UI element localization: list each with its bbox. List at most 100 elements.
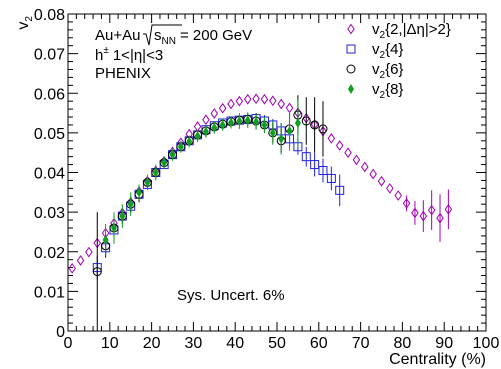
- data-point: [402, 198, 411, 209]
- x-tick-label: 60: [310, 335, 328, 352]
- data-point: [244, 115, 251, 126]
- data-point: [228, 117, 235, 128]
- legend-entry-rest: {6}: [385, 61, 403, 78]
- particle-label: h± 1<|η|<3: [95, 45, 163, 64]
- x-tick-label: 90: [435, 335, 453, 352]
- data-point: [152, 167, 159, 178]
- data-point: [286, 125, 293, 136]
- data-point: [361, 161, 369, 173]
- y-tick-label: 0.03: [34, 205, 65, 222]
- y-axis-title-sub: 2: [24, 16, 35, 22]
- data-point: [301, 152, 311, 162]
- data-point: [102, 234, 109, 245]
- y-tick-label: 0.02: [34, 245, 65, 262]
- data-point: [285, 102, 294, 114]
- legend-entry-main: v: [372, 41, 380, 58]
- data-point: [218, 102, 227, 114]
- data-point: [344, 147, 352, 159]
- data-point: [352, 154, 361, 166]
- data-point: [193, 121, 202, 132]
- data-point: [310, 120, 320, 130]
- y-tick-label: 0.08: [34, 7, 65, 24]
- data-point: [119, 211, 126, 222]
- y-tick-label: 0: [56, 324, 65, 341]
- data-point: [318, 166, 328, 176]
- data-point: [294, 117, 301, 128]
- data-point: [252, 93, 260, 105]
- data-point: [369, 168, 377, 180]
- particle-h: h: [95, 47, 103, 64]
- data-point: [144, 177, 151, 188]
- data-point: [169, 149, 176, 160]
- data-point: [186, 136, 193, 147]
- x-tick-label: 10: [101, 335, 119, 352]
- legend-entry-sub: 2: [380, 70, 386, 81]
- data-point: [436, 212, 444, 224]
- data-point: [419, 210, 428, 222]
- data-point: [85, 246, 93, 258]
- collision-system: Au+Au: [95, 27, 140, 44]
- data-point: [326, 173, 336, 183]
- data-point: [219, 119, 226, 130]
- x-tick-label: 40: [226, 335, 244, 352]
- y-tick-label: 0.05: [34, 126, 65, 143]
- legend-entry: v2{2,|Δη|>2}: [372, 21, 451, 41]
- data-point: [260, 93, 269, 105]
- legend: v2{2,|Δη|>2}v2{4}v2{6}v2{8}: [346, 21, 451, 101]
- x-tick-label: 100: [473, 335, 500, 352]
- data-point: [76, 255, 85, 266]
- x-tick-label: 70: [352, 335, 370, 352]
- legend-marker: [346, 44, 356, 54]
- data-point: [301, 116, 311, 126]
- y-axis-title-main: v: [15, 22, 32, 30]
- energy-label: sNN = 200 GeV: [154, 27, 252, 47]
- legend-entry-sub: 2: [380, 90, 386, 101]
- data-point: [310, 160, 320, 170]
- data-point: [411, 207, 419, 219]
- energy-subscript: NN: [162, 36, 176, 47]
- data-point: [68, 263, 76, 274]
- x-tick-label: 30: [185, 335, 203, 352]
- legend-marker: [347, 23, 355, 35]
- data-point: [210, 108, 219, 119]
- data-point: [386, 182, 394, 194]
- data-point: [243, 93, 252, 105]
- data-point: [110, 223, 117, 233]
- data-point: [377, 175, 386, 187]
- legend-entry-sub: 2: [380, 30, 386, 41]
- legend-entry-sub: 2: [380, 50, 386, 61]
- eta-range: 1<|η|<3: [113, 47, 163, 64]
- collision-annotation: Au+Au sNN = 200 GeV h± 1<|η|<3 PHENIX: [95, 24, 252, 82]
- data-point: [327, 133, 336, 144]
- data-point: [177, 141, 184, 152]
- data-point: [136, 187, 143, 198]
- legend-entry-rest: {8}: [385, 81, 403, 98]
- legend-marker: [346, 64, 356, 74]
- x-tick-label: 50: [268, 335, 286, 352]
- data-point: [277, 98, 285, 110]
- data-point: [161, 157, 168, 168]
- data-point: [269, 127, 276, 138]
- x-axis-title: Centrality (%): [389, 351, 486, 368]
- data-point: [318, 124, 328, 134]
- data-point: [427, 204, 436, 216]
- data-point: [335, 140, 344, 151]
- data-point: [211, 122, 218, 133]
- legend-entry: v2{6}: [372, 61, 403, 81]
- legend-entry-rest: {4}: [385, 41, 403, 58]
- x-tick-label: 0: [64, 335, 73, 352]
- series-3: [102, 99, 301, 256]
- collision-label: Au+Au: [95, 27, 140, 44]
- data-point: [253, 116, 260, 127]
- legend-entry: v2{4}: [372, 41, 403, 61]
- legend-entry-main: v: [372, 81, 380, 98]
- data-point: [227, 98, 235, 110]
- data-point: [236, 116, 243, 126]
- sqrt-icon: [143, 24, 182, 46]
- data-point: [269, 95, 277, 107]
- data-point: [194, 131, 201, 142]
- data-point: [202, 114, 210, 126]
- sys-uncert-label: Sys. Uncert. 6%: [177, 287, 285, 304]
